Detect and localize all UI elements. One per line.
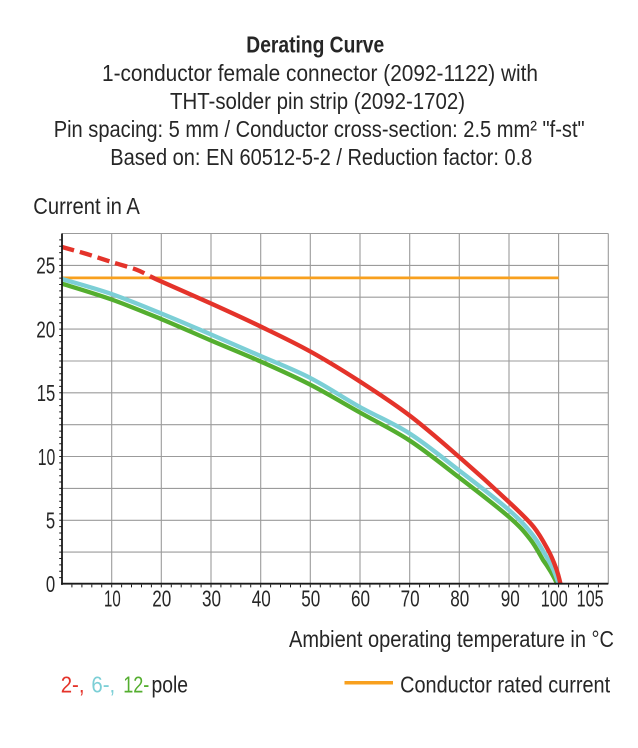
svg-text:20: 20 — [152, 586, 171, 612]
svg-text:10: 10 — [104, 586, 121, 612]
svg-text:70: 70 — [401, 586, 420, 612]
svg-text:0: 0 — [46, 571, 55, 597]
svg-text:20: 20 — [36, 316, 55, 342]
svg-text:15: 15 — [37, 380, 56, 406]
svg-text:Ambient operating temperature: Ambient operating temperature in °C — [289, 626, 614, 652]
svg-text:pole: pole — [152, 671, 189, 697]
svg-text:Current in A: Current in A — [33, 193, 140, 219]
svg-text:90: 90 — [501, 586, 520, 612]
svg-text:THT-solder pin strip (2092-170: THT-solder pin strip (2092-1702) — [170, 88, 465, 114]
svg-text:12-: 12- — [123, 671, 149, 697]
svg-text:Based on: EN 60512-5-2 / Reduc: Based on: EN 60512-5-2 / Reduction facto… — [110, 144, 532, 170]
svg-text:105: 105 — [577, 586, 604, 612]
svg-text:Pin spacing: 5 mm / Conductor: Pin spacing: 5 mm / Conductor cross-sect… — [54, 116, 585, 142]
svg-text:30: 30 — [202, 586, 221, 612]
svg-text:1-conductor female connector (: 1-conductor female connector (2092-1122)… — [102, 60, 538, 86]
svg-text:80: 80 — [450, 586, 469, 612]
svg-text:Derating Curve: Derating Curve — [246, 32, 384, 58]
svg-text:2-,: 2-, — [61, 671, 85, 697]
svg-text:Conductor rated current: Conductor rated current — [400, 671, 611, 697]
svg-text:10: 10 — [38, 444, 56, 470]
svg-text:100: 100 — [541, 586, 568, 612]
svg-text:40: 40 — [252, 586, 271, 612]
svg-text:5: 5 — [46, 508, 55, 534]
svg-text:6-,: 6-, — [91, 671, 115, 697]
svg-text:50: 50 — [301, 586, 320, 612]
svg-text:25: 25 — [36, 253, 55, 279]
svg-text:60: 60 — [351, 586, 370, 612]
